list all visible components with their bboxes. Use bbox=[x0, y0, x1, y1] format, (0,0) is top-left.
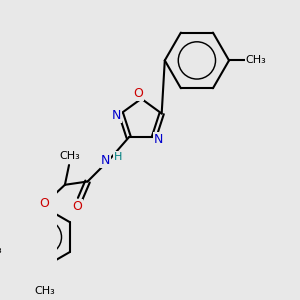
Text: CH₃: CH₃ bbox=[246, 56, 267, 65]
Text: O: O bbox=[72, 200, 82, 213]
Text: CH₃: CH₃ bbox=[34, 286, 55, 296]
Text: O: O bbox=[133, 87, 143, 100]
Text: CH₃: CH₃ bbox=[0, 245, 2, 255]
Text: CH₃: CH₃ bbox=[59, 151, 80, 161]
Text: O: O bbox=[39, 197, 49, 210]
Text: N: N bbox=[154, 133, 164, 146]
Text: N: N bbox=[101, 154, 110, 166]
Text: N: N bbox=[111, 109, 121, 122]
Text: H: H bbox=[114, 152, 122, 162]
